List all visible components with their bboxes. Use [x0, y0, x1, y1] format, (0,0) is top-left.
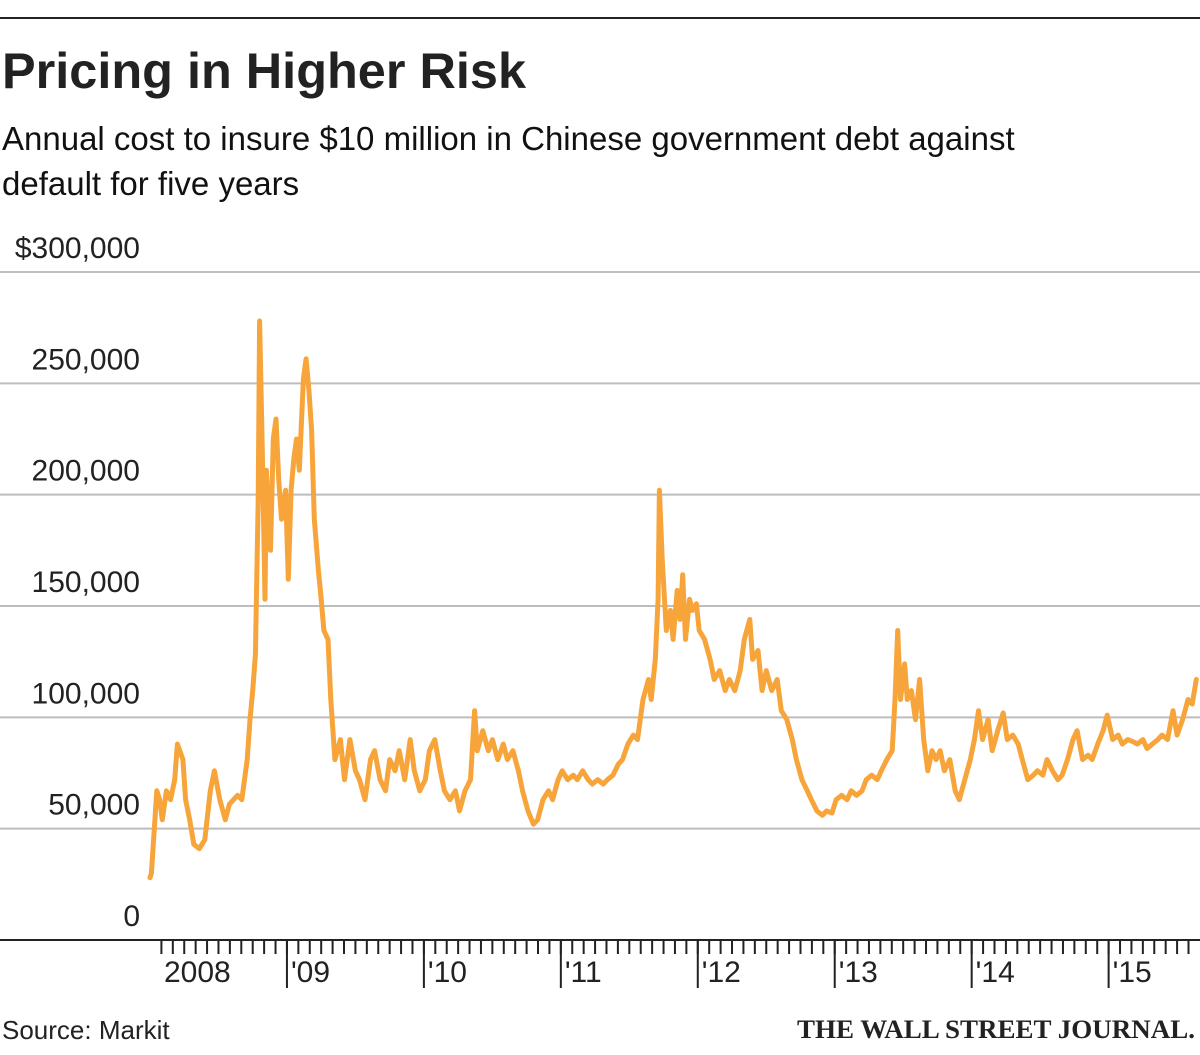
chart-subtitle: Annual cost to insure $10 million in Chi… [2, 120, 1015, 202]
x-tick-label: '11 [565, 956, 602, 989]
y-tick-label: 200,000 [32, 455, 140, 488]
y-tick-label: 150,000 [32, 566, 140, 599]
y-tick-label: 0 [123, 900, 140, 933]
chart-title: Pricing in Higher Risk [2, 43, 526, 99]
y-tick-label: 100,000 [32, 677, 140, 710]
source: Source: Markit [2, 1015, 170, 1045]
data-line [147, 318, 1199, 881]
x-tick-label: '09 [291, 956, 330, 989]
y-tick-label: 50,000 [48, 789, 140, 822]
x-tick-label: '14 [976, 956, 1015, 989]
credit: THE WALL STREET JOURNAL. [797, 1015, 1195, 1044]
y-tick-label: 250,000 [32, 343, 140, 376]
y-tick-label: $300,000 [15, 232, 140, 265]
x-tick-label: '12 [702, 956, 741, 989]
x-tick-label: '13 [839, 956, 878, 989]
x-tick-label: '15 [1113, 956, 1152, 989]
x-tick-label: 2008 [164, 956, 231, 989]
x-tick-label: '10 [428, 956, 467, 989]
